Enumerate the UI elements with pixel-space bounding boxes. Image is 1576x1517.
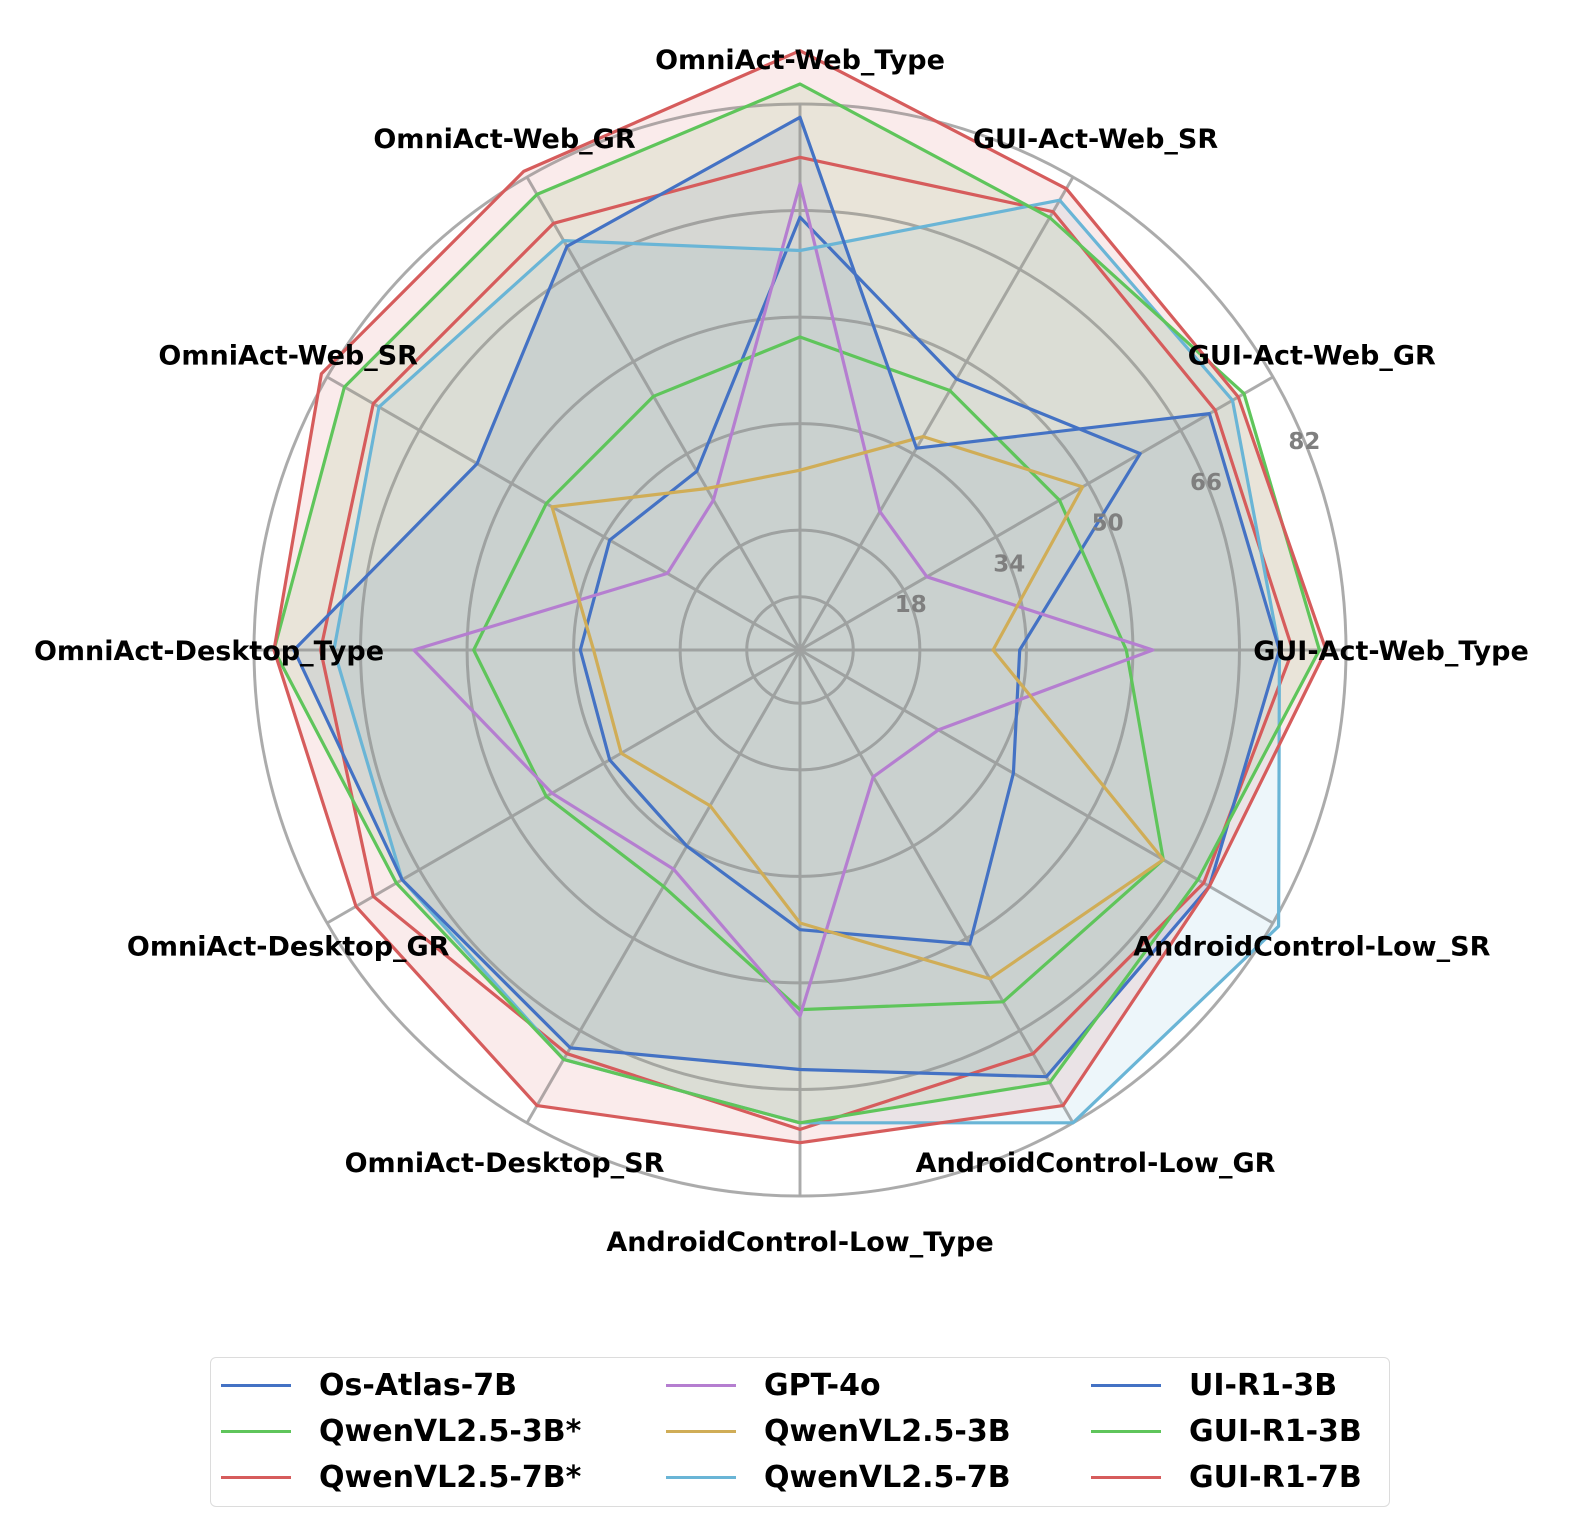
grid-spoke [798, 649, 1075, 1124]
axis-label: OmniAct-Web_SR [158, 341, 418, 372]
legend-item: GUI-R1-3B [1091, 1408, 1362, 1454]
grid-spoke [798, 176, 1075, 651]
radar-chart: GUI-Act-Web_Type GUI-Act-Web_GR GUI-Act-We… [34, 45, 1529, 1258]
radial-tick-labels: 18 34 50 66 82 [895, 429, 1321, 618]
legend-swatch [666, 1383, 736, 1387]
axis-label: OmniAct-Web_GR [373, 124, 635, 155]
legend: Os-Atlas-7B QwenVL2.5-3B* QwenVL2.5-7B* GPT… [210, 1357, 1390, 1507]
legend-label: Os-Atlas-7B [319, 1367, 517, 1403]
grid-spoke-overlay [326, 648, 801, 925]
grid-spoke [799, 648, 1274, 925]
series-fill-QwenVL2.5-7B [333, 200, 1280, 1123]
tick-label: 66 [1190, 470, 1222, 496]
legend-label: UI-R1-3B [1189, 1367, 1338, 1403]
grid-ring-overlay [745, 595, 855, 705]
axis-labels: GUI-Act-Web_Type GUI-Act-Web_GR GUI-Act-We… [34, 45, 1529, 1258]
legend-label: GPT-4o [764, 1367, 881, 1403]
axis-label: AndroidControl-Low_Type [606, 1227, 993, 1258]
inner-grid [252, 102, 1348, 1198]
grid-ring-overlay [678, 528, 922, 772]
grid-spoke-overlay [798, 176, 1075, 651]
axis-label: AndroidControl-Low_GR [916, 1148, 1276, 1179]
legend-item: GUI-R1-7B [1091, 1454, 1362, 1500]
axis-label: AndroidControl-Low_SR [1133, 932, 1490, 963]
axis-label: OmniAct-Desktop_Type [34, 636, 384, 667]
legend-label: QwenVL2.5-3B [764, 1413, 1011, 1449]
series-line-QwenVL2.5-3B* [472, 335, 1165, 1012]
legend-label: GUI-R1-3B [1189, 1413, 1362, 1449]
series-lines [272, 49, 1328, 1145]
legend-swatch [666, 1475, 736, 1479]
tick-label: 82 [1288, 429, 1320, 455]
grid-ring-overlay [465, 315, 1135, 985]
axis-label: GUI-Act-Web_GR [1188, 341, 1436, 372]
legend-label: QwenVL2.5-7B [764, 1459, 1011, 1495]
legend-swatch [221, 1383, 291, 1387]
tick-label: 50 [1092, 511, 1124, 537]
legend-swatch [1091, 1429, 1161, 1433]
series-line-QwenVL2.5-7B [332, 198, 1282, 1125]
series-line-UI-R1-3B [292, 115, 1282, 1079]
axis-label: OmniAct-Web_Type [655, 45, 945, 76]
axis-label: GUI-Act-Web_SR [973, 124, 1219, 155]
grid-ring-overlay [359, 209, 1241, 1091]
series-fill-GUI-R1-7B [274, 50, 1326, 1143]
series-line-GUI-R1-7B [272, 49, 1328, 1145]
grid-spoke-overlay [799, 648, 1274, 925]
legend-swatch [1091, 1475, 1161, 1479]
axis-label: OmniAct-Desktop_SR [345, 1148, 665, 1179]
series-fills [274, 50, 1326, 1143]
legend-item: QwenVL2.5-7B* [221, 1454, 581, 1500]
series-line-QwenVL2.5-3B [550, 435, 1165, 981]
legend-swatch [221, 1429, 291, 1433]
legend-item: QwenVL2.5-3B* [221, 1408, 581, 1454]
grid-spoke-overlay [326, 375, 801, 652]
legend-item: Os-Atlas-7B [221, 1362, 517, 1408]
grid-spoke [326, 648, 801, 925]
series-line-QwenVL2.5-7B* [319, 155, 1295, 1132]
legend-swatch [1091, 1383, 1161, 1387]
grid-ring-overlay [252, 102, 1348, 1198]
legend-item: QwenVL2.5-7B [666, 1454, 1011, 1500]
legend-label: GUI-R1-7B [1189, 1459, 1362, 1495]
axis-label: GUI-Act-Web_Type [1253, 636, 1529, 667]
grid-ring-overlay [572, 422, 1028, 878]
legend-swatch [666, 1429, 736, 1433]
legend-label: QwenVL2.5-3B* [319, 1413, 582, 1449]
series-line-GPT-4o [412, 182, 1155, 1018]
legend-item: QwenVL2.5-3B [666, 1408, 1011, 1454]
series-fill-GUI-R1-3B [274, 84, 1320, 1123]
legend-swatch [221, 1475, 291, 1479]
legend-item: UI-R1-3B [1091, 1362, 1337, 1408]
legend-label: QwenVL2.5-7B* [319, 1459, 582, 1495]
grid-spoke-overlay [798, 649, 1075, 1124]
grid-spoke-overlay [799, 375, 1274, 652]
tick-label: 34 [993, 551, 1025, 577]
axis-label: OmniAct-Desktop_GR [127, 932, 450, 963]
series-fill-UI-R1-3B [294, 117, 1280, 1077]
grid-spoke [525, 176, 802, 651]
grid-spoke [799, 375, 1274, 652]
legend-item: GPT-4o [666, 1362, 881, 1408]
grid-spoke-overlay [525, 176, 802, 651]
series-line-Os-Atlas-7B [578, 215, 1142, 946]
grid-spoke [326, 375, 801, 652]
tick-label: 18 [895, 592, 927, 618]
